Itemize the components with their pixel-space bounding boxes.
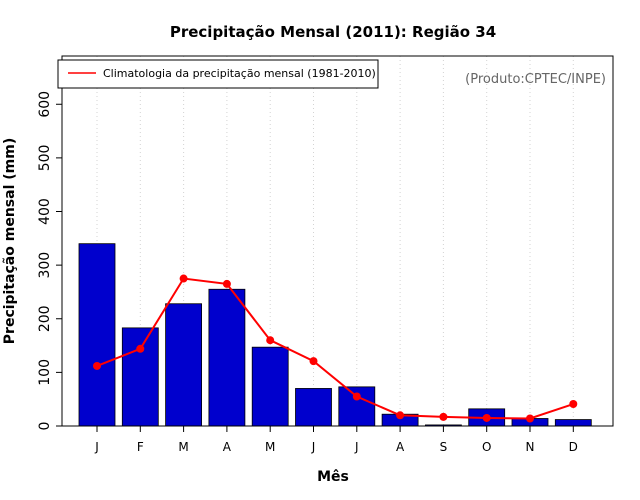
chart-title: Precipitação Mensal (2011): Região 34 bbox=[170, 23, 496, 41]
climatology-point bbox=[439, 412, 448, 421]
climatology-point bbox=[222, 279, 231, 288]
legend-entry-climatology: Climatologia da precipitação mensal (198… bbox=[103, 67, 376, 80]
y-tick-label: 400 bbox=[37, 198, 53, 225]
bar bbox=[121, 327, 159, 427]
bar bbox=[251, 346, 289, 427]
climatology-point bbox=[352, 392, 361, 401]
bars bbox=[78, 243, 592, 427]
bar bbox=[554, 419, 592, 427]
x-tick-label: J bbox=[354, 440, 359, 454]
bar bbox=[78, 243, 116, 427]
y-tick-label: 100 bbox=[37, 359, 53, 386]
climatology-point bbox=[309, 357, 318, 366]
climatology-point bbox=[136, 344, 145, 353]
y-axis-label: Precipitação mensal (mm) bbox=[2, 138, 18, 344]
climatology-point bbox=[266, 336, 275, 345]
climatology-line-group bbox=[93, 274, 578, 423]
y-axis: 0 100 200 300 400 500 600 bbox=[37, 91, 62, 431]
climatology-point bbox=[93, 361, 101, 370]
x-axis-label: Mês bbox=[317, 469, 349, 485]
x-tick-label: M bbox=[178, 440, 188, 454]
x-tick-label: D bbox=[569, 440, 578, 454]
climatology-point bbox=[396, 411, 405, 420]
climatology-point bbox=[526, 414, 534, 423]
climatology-line bbox=[96, 277, 574, 420]
product-credit: (Produto:CPTEC/INPE) bbox=[465, 72, 606, 87]
plot-frame bbox=[61, 55, 614, 427]
x-tick-label: S bbox=[440, 440, 448, 454]
climatology-point bbox=[482, 413, 491, 422]
x-tick-label: A bbox=[396, 440, 405, 454]
x-tick-label: N bbox=[526, 440, 535, 454]
bar bbox=[295, 388, 332, 427]
x-tick-label: J bbox=[311, 440, 316, 454]
x-tick-label: F bbox=[137, 440, 144, 454]
bar bbox=[208, 288, 246, 427]
x-tick-label: J bbox=[94, 440, 99, 454]
x-tick-label: O bbox=[482, 440, 491, 454]
y-tick-label: 200 bbox=[37, 305, 53, 332]
y-tick-label: 600 bbox=[37, 91, 53, 118]
x-tick-label: M bbox=[265, 440, 275, 454]
bar bbox=[165, 303, 203, 427]
y-tick-label: 500 bbox=[37, 145, 53, 172]
legend-box bbox=[57, 59, 379, 89]
x-tick-label: A bbox=[223, 440, 232, 454]
y-tick-label: 300 bbox=[37, 252, 53, 279]
climatology-point bbox=[179, 274, 188, 283]
y-tick-label: 0 bbox=[37, 422, 53, 431]
legend: Climatologia da precipitação mensal (198… bbox=[57, 59, 379, 89]
climatology-point bbox=[569, 400, 578, 409]
